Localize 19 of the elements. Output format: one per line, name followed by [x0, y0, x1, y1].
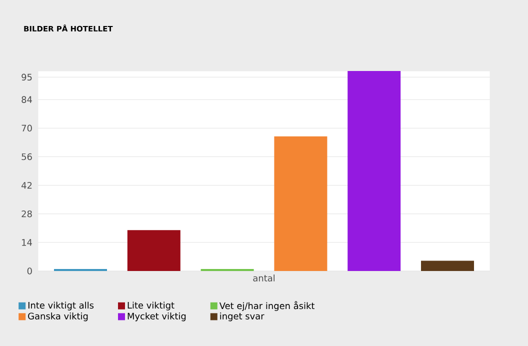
legend-label: Ganska viktig — [28, 312, 88, 322]
y-tick-label: 14 — [22, 239, 32, 246]
bar — [127, 230, 180, 271]
legend-label: Vet ej/har ingen åsikt — [219, 301, 315, 311]
legend-label: Lite viktigt — [128, 302, 174, 310]
y-tick-label: 95 — [22, 74, 32, 81]
y-tick-label: 84 — [22, 96, 32, 103]
bar — [348, 71, 401, 271]
legend-label: Inte viktigt alls — [28, 302, 94, 310]
legend-label: Mycket viktig — [128, 312, 186, 322]
y-tick-label: 70 — [22, 124, 32, 132]
x-tick-label: antal — [253, 274, 275, 282]
y-tick-label: 0 — [27, 268, 32, 274]
y-tick-label: 28 — [22, 210, 32, 218]
y-tick-label: 42 — [22, 182, 32, 189]
y-tick-label: 56 — [22, 153, 32, 160]
bar — [274, 136, 328, 271]
bar — [421, 260, 474, 271]
legend-label: inget svar — [220, 312, 264, 322]
